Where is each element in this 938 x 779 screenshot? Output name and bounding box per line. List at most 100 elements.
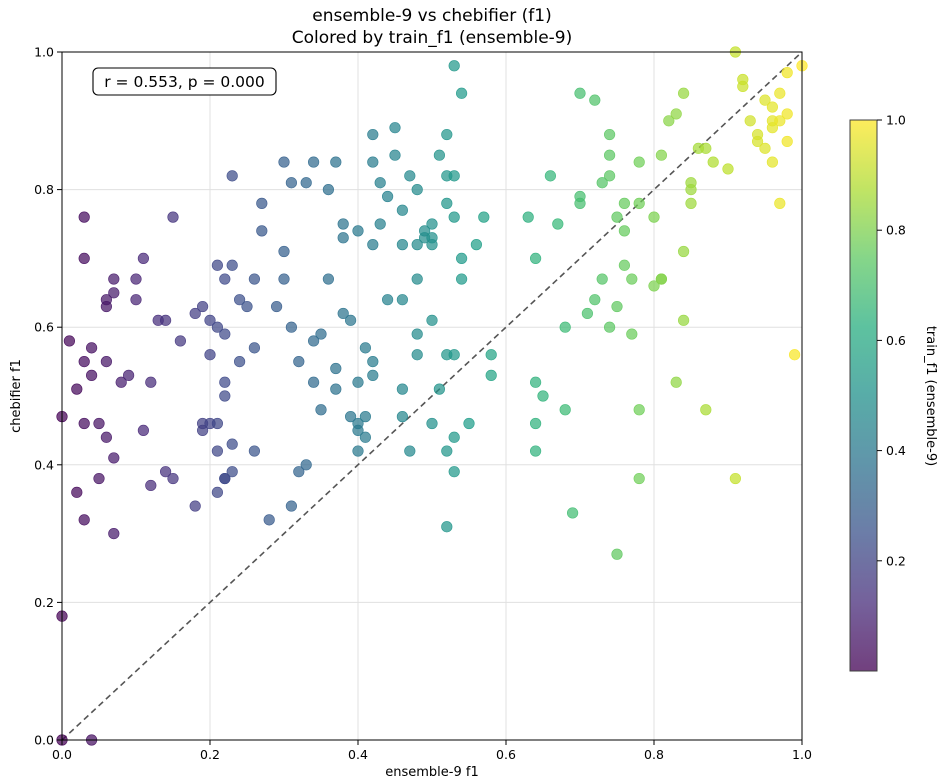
data-point — [633, 472, 645, 485]
data-point — [352, 376, 364, 388]
data-point — [655, 149, 668, 161]
data-point — [648, 211, 660, 223]
data-point — [529, 376, 542, 388]
data-point — [685, 197, 697, 209]
data-point — [566, 507, 579, 519]
data-point — [345, 314, 357, 326]
data-point — [374, 218, 386, 230]
data-point — [559, 321, 571, 333]
x-axis-title: ensemble-9 f1 — [385, 765, 478, 779]
data-point — [618, 225, 631, 237]
data-point — [226, 259, 238, 271]
data-point — [781, 135, 793, 148]
x-tick-label: 0.0 — [52, 747, 72, 762]
y-axis-title: chebifier f1 — [9, 359, 24, 433]
data-point — [359, 411, 372, 423]
data-point — [433, 383, 446, 395]
data-point — [248, 342, 260, 354]
data-point — [189, 307, 201, 320]
data-point — [677, 314, 690, 326]
colorbar-tick-label: 0.2 — [886, 553, 906, 568]
data-point — [751, 128, 764, 141]
data-point — [426, 232, 438, 244]
data-point — [529, 417, 542, 430]
data-point — [774, 115, 786, 127]
data-point — [485, 369, 497, 381]
data-point — [78, 514, 90, 526]
data-point — [389, 122, 401, 134]
data-point — [396, 239, 409, 251]
data-point — [529, 445, 542, 457]
data-point — [485, 349, 497, 361]
data-point — [100, 431, 112, 443]
data-point — [707, 156, 719, 168]
annotation-box — [92, 67, 277, 96]
data-point — [603, 170, 616, 182]
data-point — [278, 245, 290, 258]
data-point — [308, 376, 320, 388]
data-point — [137, 424, 149, 437]
data-point — [389, 149, 401, 161]
data-point — [574, 87, 586, 99]
x-tick-label: 1.0 — [792, 747, 812, 762]
data-point — [774, 197, 786, 209]
data-point — [655, 273, 668, 285]
grid-lines — [61, 51, 803, 741]
data-point — [603, 128, 616, 141]
data-point — [322, 184, 335, 196]
data-point — [441, 445, 453, 457]
data-point — [71, 383, 83, 395]
data-point — [382, 294, 394, 306]
data-point — [315, 404, 327, 416]
data-point — [411, 184, 423, 196]
colorbar-tick-label: 0.8 — [886, 223, 906, 238]
data-point — [234, 294, 246, 306]
data-point — [367, 239, 379, 251]
data-point — [330, 362, 342, 375]
data-point — [352, 225, 364, 237]
data-point — [700, 142, 712, 154]
data-point — [367, 356, 379, 368]
data-point — [700, 404, 712, 416]
data-point — [78, 211, 90, 223]
data-point — [596, 273, 608, 285]
data-point — [626, 273, 638, 285]
data-point — [648, 280, 660, 292]
data-point — [463, 417, 475, 430]
data-point — [78, 417, 90, 430]
data-point — [411, 273, 423, 285]
data-point — [130, 273, 142, 285]
correlation-annotation: r = 0.553, p = 0.000 — [92, 67, 277, 96]
data-point — [744, 115, 756, 127]
data-point — [448, 466, 460, 478]
data-point — [426, 218, 438, 230]
data-point — [160, 314, 172, 326]
data-point — [677, 87, 690, 99]
data-point — [441, 197, 453, 209]
data-point — [404, 445, 416, 457]
x-axis-ticks: 0.0 0.2 0.4 0.6 0.8 1.0 — [52, 740, 812, 762]
data-point — [396, 411, 409, 423]
data-point — [759, 94, 771, 106]
data-point — [315, 328, 327, 340]
y-tick-label: 0.2 — [34, 595, 54, 610]
data-point — [85, 369, 98, 381]
data-point — [411, 328, 423, 340]
data-point — [256, 225, 268, 237]
data-point — [337, 232, 349, 244]
colorbar: 0.2 0.4 0.6 0.8 1.0 train_f1 (ensemble-9) — [849, 113, 938, 672]
data-point — [263, 514, 275, 526]
x-tick-label: 0.2 — [200, 747, 220, 762]
data-point — [219, 472, 231, 485]
data-point — [559, 404, 571, 416]
data-point — [529, 252, 542, 264]
data-point — [308, 156, 320, 168]
data-point — [248, 445, 260, 457]
data-point — [71, 486, 83, 498]
data-point — [618, 197, 631, 209]
data-point — [204, 314, 216, 326]
data-point — [456, 252, 468, 264]
data-point — [330, 156, 342, 168]
data-point — [234, 356, 246, 368]
